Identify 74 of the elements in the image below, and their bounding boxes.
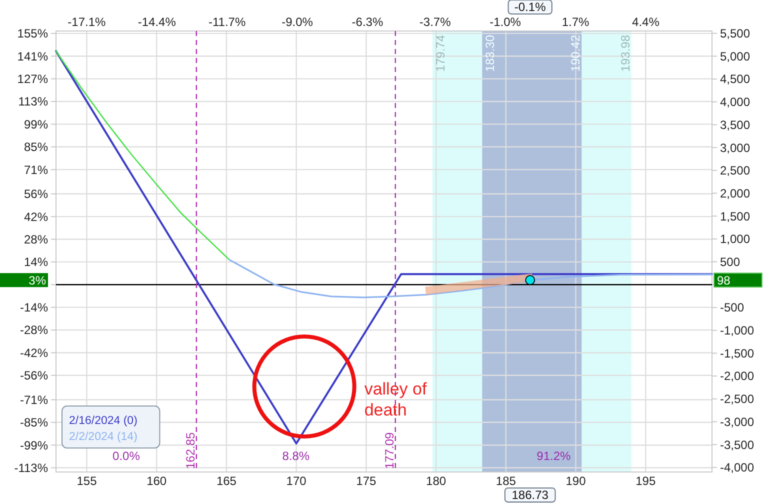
- text: 3%: [28, 274, 46, 288]
- y2-tick-label: -4,000: [720, 460, 754, 475]
- y2-tick-label: 2,000: [720, 186, 750, 200]
- y2-tick-label: -3,500: [720, 438, 754, 452]
- y-tick-label: 141%: [17, 49, 48, 64]
- x-tick-label: 190: [566, 474, 586, 488]
- x2-tick-label: -3.7%: [419, 15, 452, 29]
- y2-tick-label: 5,000: [720, 49, 750, 64]
- ref-line-label: 177.09: [382, 432, 396, 469]
- y-tick-label: -56%: [20, 368, 48, 383]
- y-tick-label: 127%: [17, 72, 48, 86]
- y-tick-label: 99%: [24, 117, 48, 132]
- ref-line-label: 162.85: [183, 432, 198, 469]
- annotation: 179.74: [433, 34, 448, 72]
- line-series: [55, 50, 230, 260]
- x2-tick-label: 4.4%: [632, 15, 660, 29]
- x-tick-label: 185: [496, 474, 516, 488]
- y2-tick-label: 4,000: [720, 95, 750, 110]
- text: 2/2/2024 (14): [69, 431, 138, 443]
- y-tick-label: -28%: [20, 323, 48, 338]
- annotation: 190.42: [568, 34, 583, 72]
- y-tick-label: 113%: [18, 94, 48, 109]
- annotation: 183.30: [483, 34, 498, 72]
- annotation: 0.0%: [112, 449, 140, 463]
- annotation: 8.8%: [282, 449, 310, 463]
- y-tick-label: 155%: [17, 26, 48, 41]
- y2-tick-label: -2,000: [720, 369, 754, 384]
- text: -0.1%: [514, 0, 546, 14]
- x-tick-label: 160: [146, 474, 167, 488]
- text: 2/16/2024 (0): [69, 415, 138, 427]
- y-tick-label: 56%: [24, 187, 48, 202]
- y-tick-label: 42%: [24, 210, 48, 224]
- y-tick-label: -99%: [20, 438, 48, 452]
- x2-tick-label: -14.4%: [138, 15, 176, 29]
- line-series: [228, 258, 713, 298]
- annotation: 91.2%: [536, 449, 572, 463]
- y2-tick-label: -500: [720, 300, 744, 315]
- x2-tick-label: -17.1%: [68, 15, 106, 29]
- x-tick-label: 180: [426, 474, 446, 488]
- y-tick-label: 85%: [24, 140, 48, 154]
- x2-tick-label: -1.0%: [490, 15, 522, 29]
- y-tick-label: 14%: [24, 255, 48, 270]
- y2-tick-label: -1,500: [720, 346, 754, 360]
- y-tick-label: -113%: [14, 460, 48, 475]
- y2-tick-label: -3,000: [720, 414, 754, 429]
- y2-tick-label: 4,500: [720, 72, 750, 86]
- y2-tick-label: 1,500: [720, 209, 750, 224]
- y2-tick-label: -2,500: [720, 392, 754, 406]
- y2-tick-label: 1,000: [720, 232, 750, 246]
- x2-tick-label: -11.7%: [208, 15, 246, 29]
- annotation: 193.98: [618, 34, 632, 72]
- y-tick-label: -14%: [20, 300, 48, 315]
- x2-tick-label: -6.3%: [352, 15, 384, 29]
- x2-tick-label: -9.0%: [282, 15, 314, 29]
- y-tick-label: 28%: [24, 232, 48, 246]
- y-tick-label: -71%: [20, 392, 48, 407]
- x-tick-label: 195: [636, 474, 656, 488]
- x-tick-label: 155: [76, 474, 98, 488]
- y2-tick-label: 3,500: [720, 118, 750, 132]
- y2-tick-label: 2,500: [720, 164, 750, 178]
- x-tick-label: 165: [216, 474, 237, 488]
- y-tick-label: -85%: [20, 416, 48, 430]
- y-tick-label: 71%: [24, 162, 48, 177]
- x-tick-label: 175: [356, 474, 377, 488]
- y-tick-label: -42%: [20, 346, 48, 360]
- text: 98: [717, 274, 731, 288]
- annotation: valley of death: [364, 379, 427, 420]
- y2-tick-label: 500: [720, 255, 740, 270]
- x-tick-label: 170: [286, 474, 307, 488]
- y2-tick-label: 5,500: [720, 26, 750, 41]
- y2-tick-label: 3,000: [720, 140, 750, 155]
- x2-tick-label: 1.7%: [562, 15, 590, 29]
- y2-tick-label: -1,000: [720, 324, 754, 338]
- text: 186.73: [512, 488, 549, 502]
